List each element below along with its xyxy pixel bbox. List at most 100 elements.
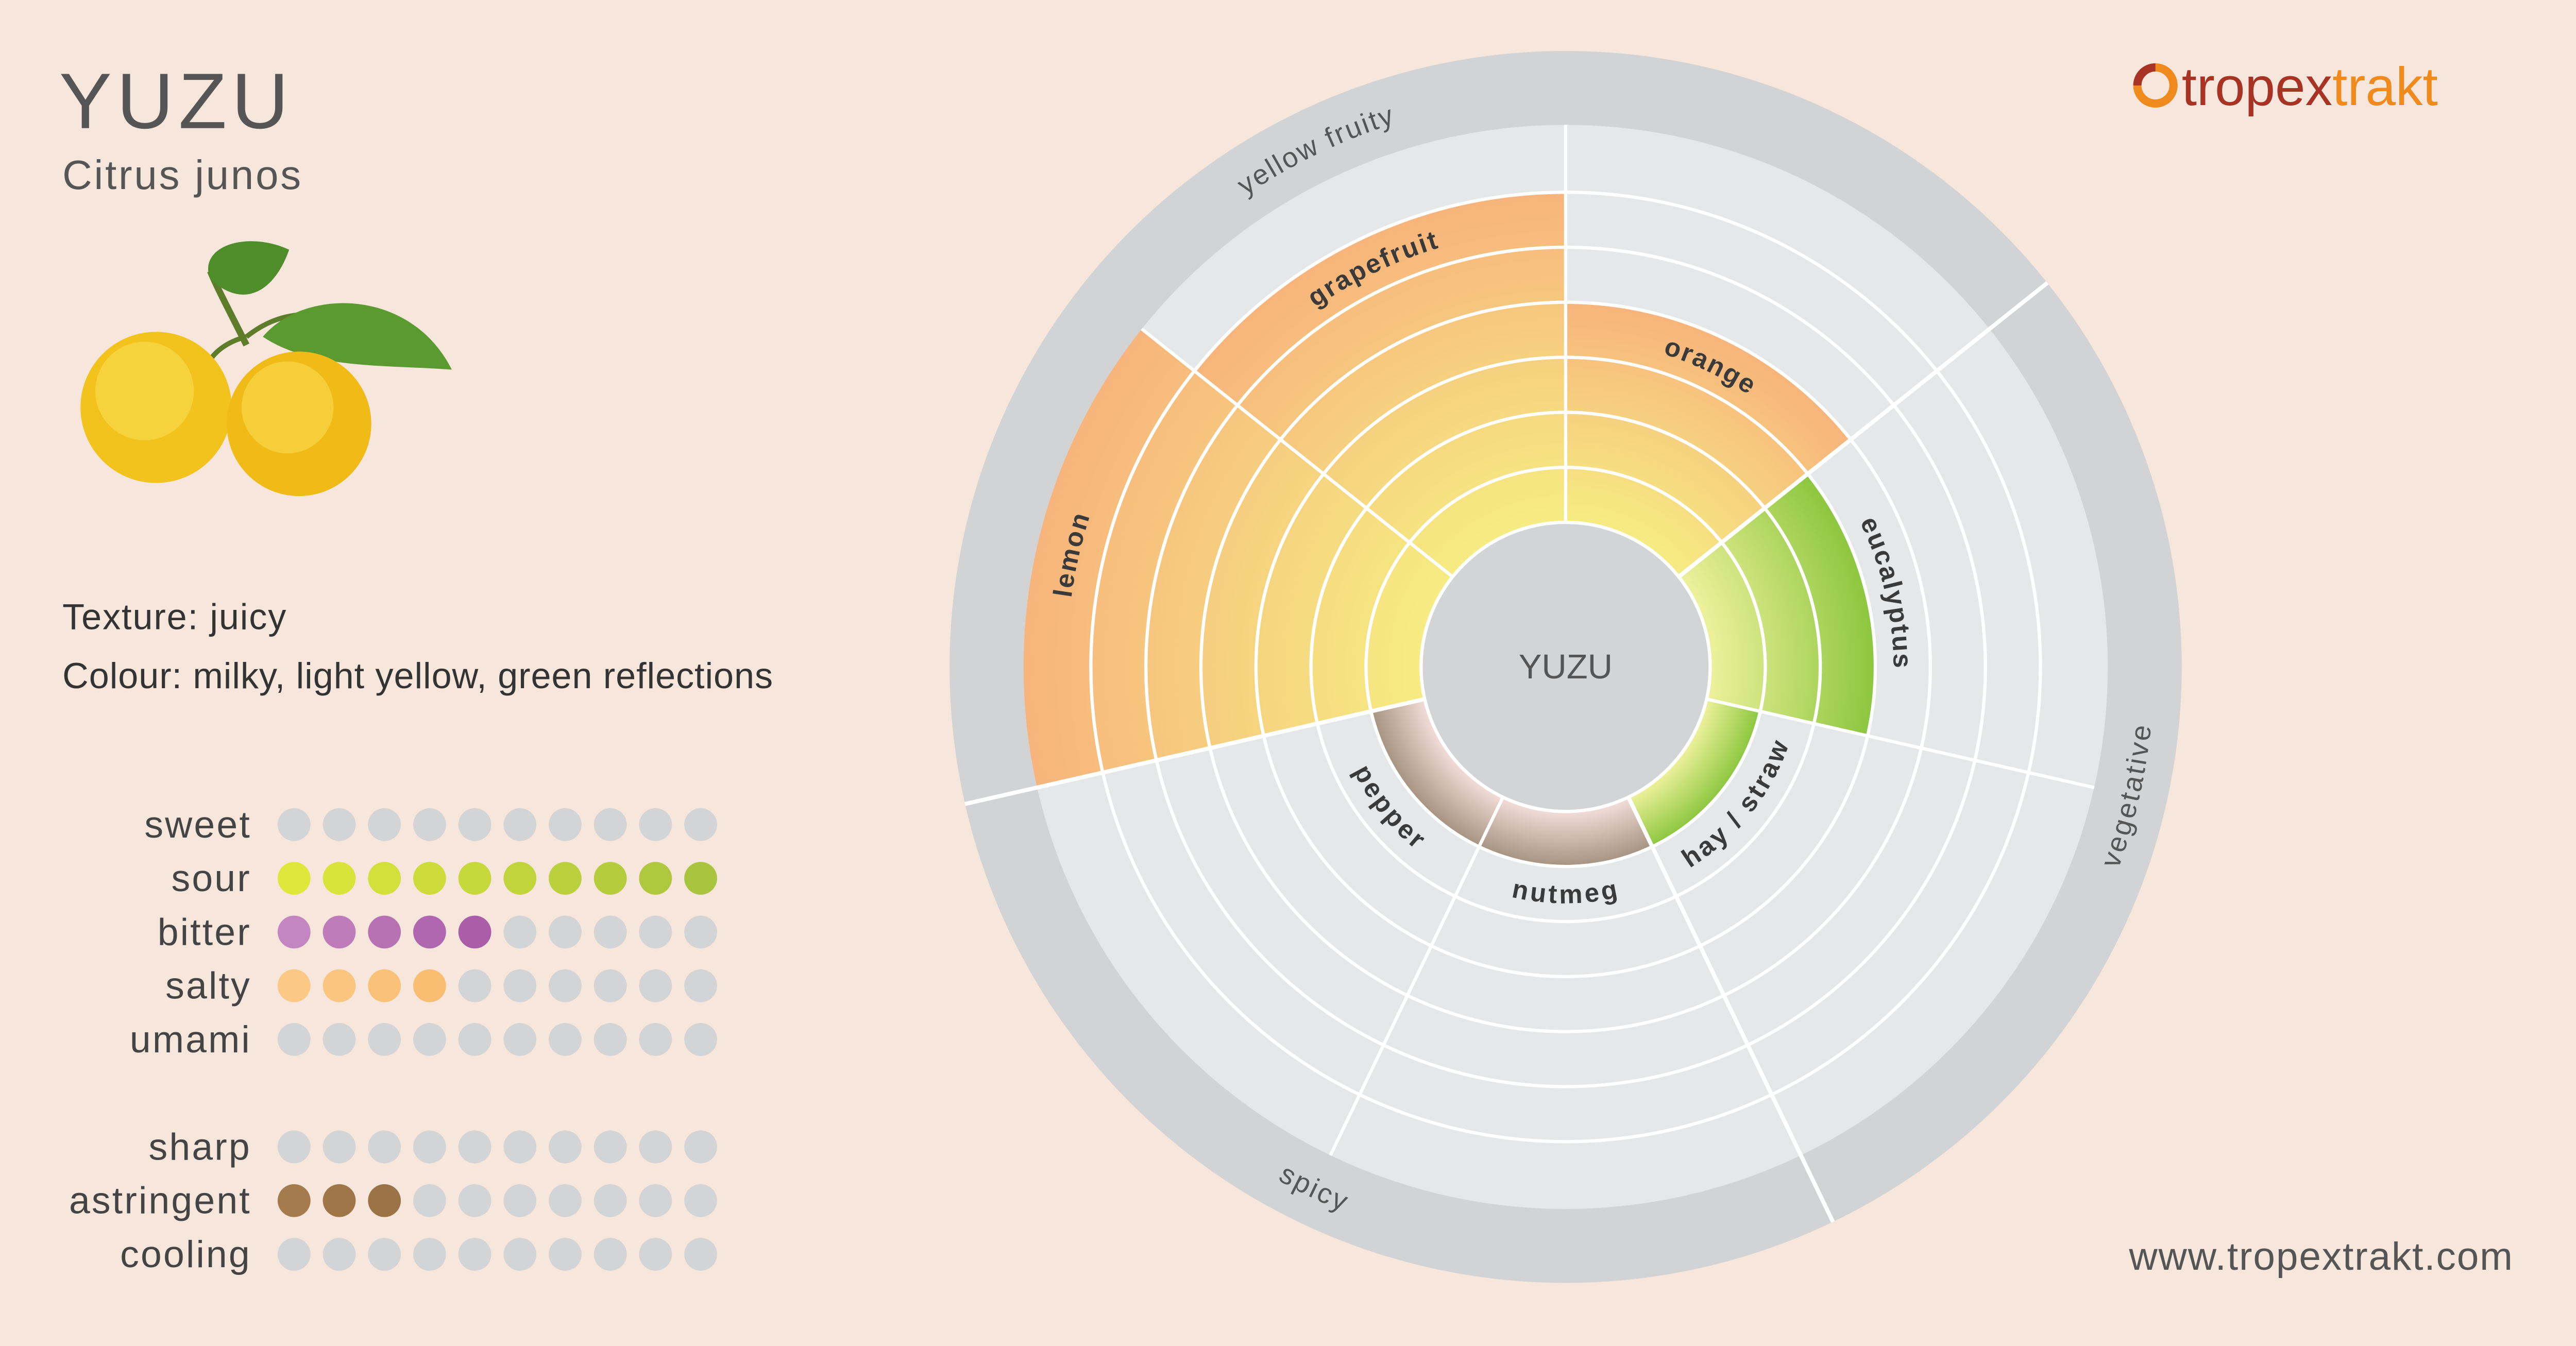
category-line [1626,796,1835,1223]
taste-dot-empty [368,1130,401,1164]
taste-label: bitter [158,911,251,953]
taste-dot-empty [323,808,356,841]
taste-dot-filled [323,862,356,895]
logo-part: tropex [2182,57,2332,117]
center-label: YUZU [1519,648,1613,686]
taste-dot-empty [503,1238,537,1271]
taste-label: umami [130,1018,251,1061]
taste-dot-empty [594,969,627,1002]
taste-dot-empty [277,1023,311,1056]
taste-dot-filled [277,969,311,1002]
taste-dot-empty [323,1023,356,1056]
taste-dots [277,1130,717,1164]
subtitle: Citrus junos [62,152,303,198]
taste-dot-empty [684,808,717,841]
taste-dot-filled [458,915,492,949]
taste-dot-empty [413,1184,446,1217]
taste-label: sharp [149,1126,251,1168]
taste-dot-empty [503,808,537,841]
taste-dot-filled [368,969,401,1002]
wheel-segment [1565,302,1851,577]
property: Texture: juicy [62,596,287,637]
taste-dot-empty [639,915,672,949]
taste-dot-empty [503,969,537,1002]
taste-dot-filled [413,915,446,949]
sector-line [1141,328,1454,578]
taste-dot-empty [639,1023,672,1056]
taste-dot-empty [458,1023,492,1056]
taste-dot-empty [549,1023,582,1056]
taste-dot-empty [684,969,717,1002]
taste-dot-empty [413,1130,446,1164]
taste-label: sour [171,857,251,899]
taste-dot-empty [458,1130,492,1164]
sector-line [1706,697,2095,789]
taste-dot-empty [594,915,627,949]
taste-dot-empty [503,1184,537,1217]
taste-dot-empty [413,1238,446,1271]
taste-dot-empty [368,1023,401,1056]
website: www.tropextrakt.com [2128,1235,2513,1279]
taste-dot-empty [684,1238,717,1271]
sector-line [1329,796,1505,1156]
taste-dot-empty [277,1238,311,1271]
taste-dot-filled [368,1184,401,1217]
taste-dot-empty [368,1238,401,1271]
taste-dot-empty [549,1130,582,1164]
taste-dot-empty [549,1238,582,1271]
logo-text: tropextrakt [2182,57,2438,117]
wheel-segment [1479,797,1653,867]
taste-dots [277,862,717,895]
taste-dot-empty [458,1238,492,1271]
taste-dot-empty [549,915,582,949]
taste-dot-empty [639,1238,672,1271]
taste-dot-empty [594,1184,627,1217]
taste-dot-empty [549,969,582,1002]
taste-dot-filled [639,862,672,895]
taste-dot-empty [413,808,446,841]
logo: tropextrakt [2133,57,2438,117]
taste-dots [277,1238,717,1271]
taste-label: sweet [144,804,251,846]
taste-dot-empty [458,1184,492,1217]
taste-dot-filled [684,862,717,895]
taste-dot-filled [277,862,311,895]
taste-dot-empty [684,1023,717,1056]
taste-dot-empty [368,808,401,841]
taste-dot-empty [639,969,672,1002]
taste-dot-filled [413,862,446,895]
taste-dot-empty [684,1184,717,1217]
taste-dot-filled [549,862,582,895]
taste-dot-filled [413,969,446,1002]
title: YUZU [59,57,294,145]
taste-dot-empty [594,1238,627,1271]
taste-dot-filled [277,1184,311,1217]
taste-dot-empty [323,1238,356,1271]
taste-dot-empty [639,1184,672,1217]
taste-label: salty [165,965,251,1007]
property: Colour: milky, light yellow, green refle… [62,655,773,696]
taste-label: cooling [120,1233,251,1275]
taste-dots [277,1184,717,1217]
taste-dot-empty [594,1023,627,1056]
taste-dot-empty [639,1130,672,1164]
taste-dots [277,808,717,841]
taste-dot-empty [413,1023,446,1056]
taste-dot-filled [323,969,356,1002]
wheel-center [1419,520,1712,813]
taste-dot-filled [323,1184,356,1217]
taste-dot-filled [503,862,537,895]
logo-part: trakt [2332,57,2438,117]
fruit-illustration [80,241,452,497]
taste-dot-empty [549,1184,582,1217]
taste-dot-empty [503,1130,537,1164]
taste-dot-filled [323,915,356,949]
taste-dot-empty [503,915,537,949]
taste-dots [277,1023,717,1056]
taste-dot-empty [594,808,627,841]
taste-dot-empty [684,915,717,949]
taste-dot-filled [594,862,627,895]
taste-dot-empty [277,1130,311,1164]
